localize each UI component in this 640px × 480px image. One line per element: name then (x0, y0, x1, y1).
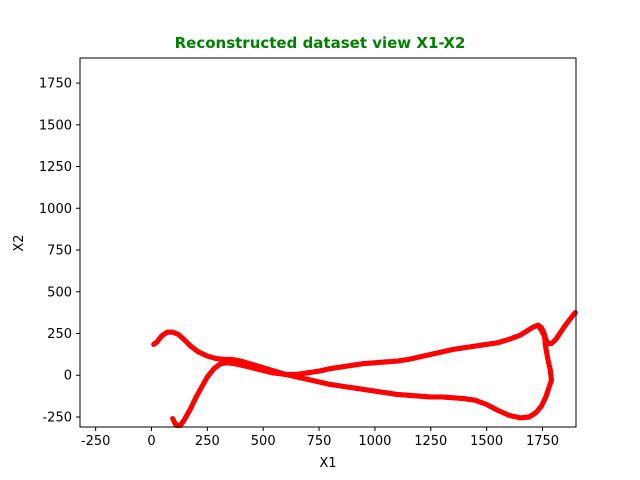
y-tick-label: 250 (47, 327, 72, 342)
data-point (536, 323, 542, 329)
y-axis-label: X2 (12, 234, 27, 251)
x-tick-label: 750 (307, 434, 332, 449)
y-tick-label: -250 (42, 410, 72, 425)
x-tick-label: 1250 (414, 434, 447, 449)
y-tick-label: 750 (47, 244, 72, 259)
x-tick-label: 0 (147, 434, 155, 449)
y-axis-ticks: -250 0 250 500 750 1000 1250 1500 1750 (39, 77, 80, 425)
x-tick-label: 250 (195, 434, 220, 449)
data-point (572, 310, 578, 316)
y-tick-label: 1000 (39, 202, 72, 217)
x-tick-label: 1000 (358, 434, 391, 449)
x-axis-ticks: -250 0 250 500 750 1000 1250 1500 1750 (81, 427, 559, 449)
data-points (151, 310, 578, 428)
plot-frame (79, 57, 577, 428)
y-tick-label: 0 (64, 369, 72, 384)
y-tick-label: 500 (47, 285, 72, 300)
x-tick-label: 1750 (526, 434, 559, 449)
y-tick-label: 1250 (39, 160, 72, 175)
chart-title: Reconstructed dataset view X1-X2 (175, 34, 466, 52)
x-tick-label: -250 (81, 434, 111, 449)
x-tick-label: 1500 (470, 434, 503, 449)
y-tick-label: 1500 (39, 118, 72, 133)
y-tick-label: 1750 (39, 77, 72, 92)
x-tick-label: 500 (251, 434, 276, 449)
x-axis-label: X1 (319, 456, 336, 471)
